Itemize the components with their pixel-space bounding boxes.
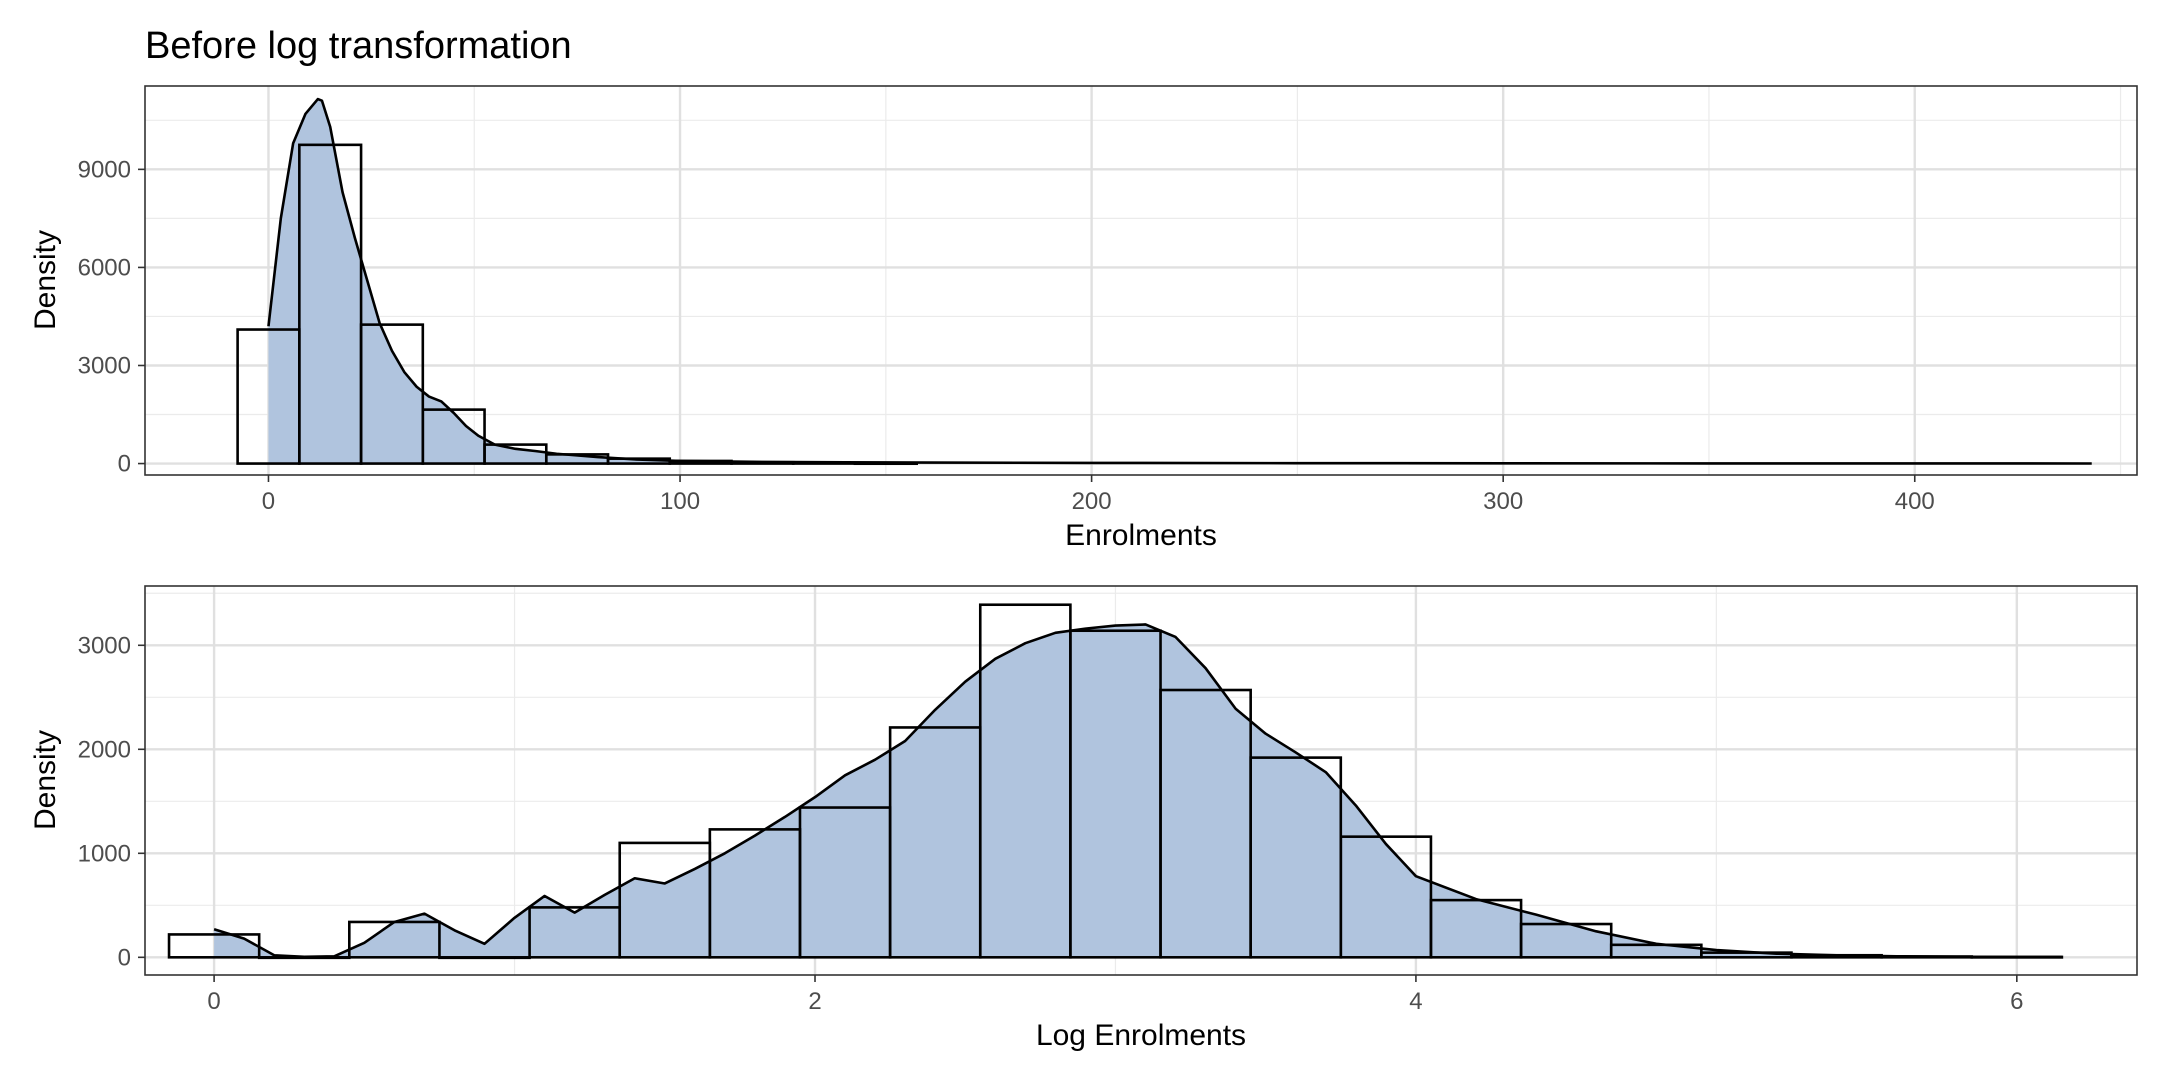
- panel-after: 0 2 4 6 0 1000 2000 3000: [78, 585, 2138, 1015]
- y-axis-title-log: Density: [29, 730, 62, 830]
- y-tick-label: 0: [118, 451, 131, 478]
- histogram-bar: [421, 408, 486, 465]
- y-tick-label: 2000: [78, 736, 131, 763]
- x-tick-label: 300: [1483, 488, 1523, 515]
- x-axis-title: Enrolments: [1065, 519, 1217, 552]
- histogram-bar: [359, 323, 425, 465]
- y-tick-label: 1000: [78, 840, 131, 867]
- x-tick-label: 6: [2010, 988, 2023, 1015]
- x-tick-label: 4: [1409, 988, 1422, 1015]
- x-tick-label: 200: [1072, 488, 1112, 515]
- chart-title: Before log transformation: [145, 25, 572, 67]
- y-tick-label: 3000: [78, 352, 131, 379]
- x-tick-label: 400: [1895, 488, 1935, 515]
- y-axis-title: Density: [29, 230, 62, 330]
- x-axis-title-log: Log Enrolments: [1036, 1019, 1246, 1052]
- histogram-bar: [1339, 835, 1433, 959]
- x-tick-label: 0: [207, 988, 220, 1015]
- panel-before: 0 100 200 300 400 0 3000 6000 9000: [78, 85, 2138, 515]
- y-tick-label: 6000: [78, 254, 131, 281]
- y-tick-label: 3000: [78, 632, 131, 659]
- density-line: [267, 97, 2092, 465]
- y-tick-label: 9000: [78, 156, 131, 183]
- histogram-bar: [298, 143, 363, 465]
- y-tick-label: 0: [118, 944, 131, 971]
- panel-border: [144, 85, 2138, 476]
- histogram-bar: [438, 956, 531, 960]
- density-area: [268, 99, 2092, 464]
- x-tick-label: 0: [262, 488, 275, 515]
- density-line: [213, 623, 2062, 959]
- panel-border: [144, 585, 2138, 976]
- x-tick-label: 2: [808, 988, 821, 1015]
- x-tick-label: 100: [660, 488, 700, 515]
- density-area: [214, 624, 2062, 958]
